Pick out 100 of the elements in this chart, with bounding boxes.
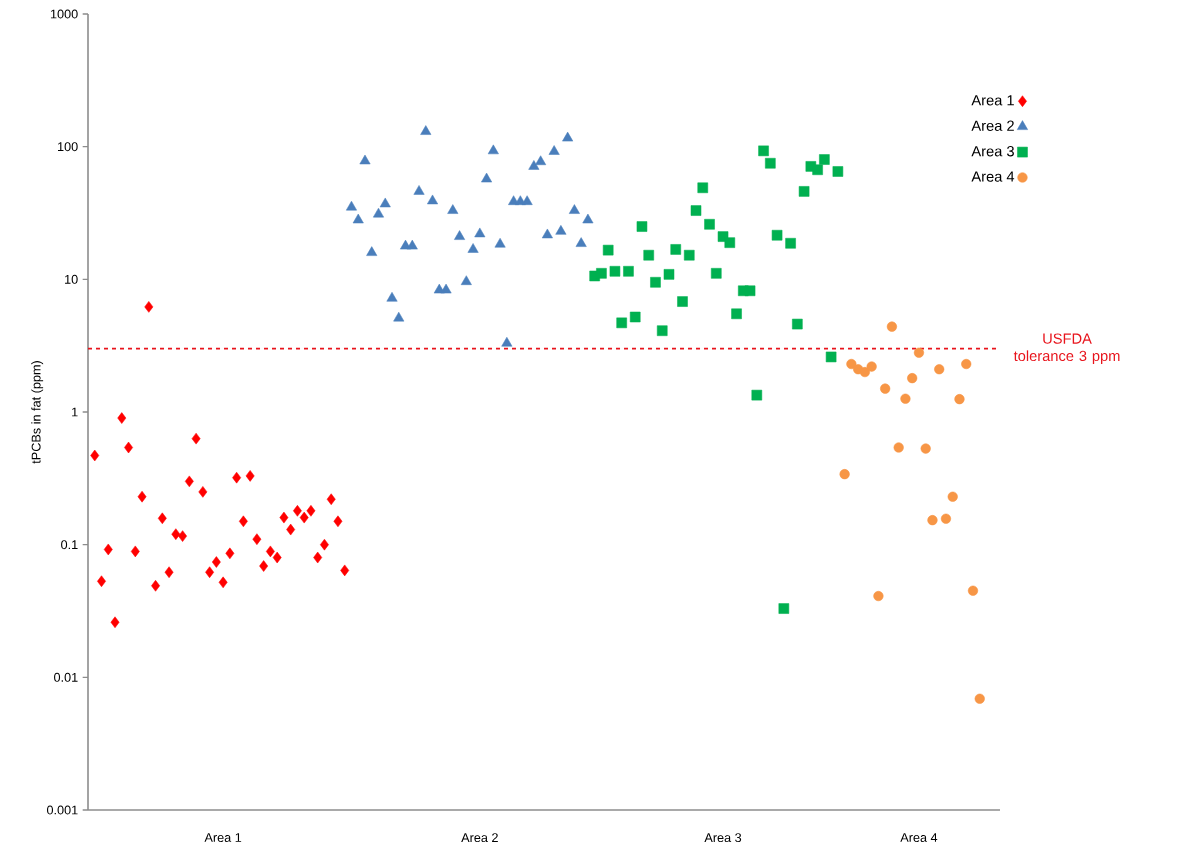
point (528, 160, 540, 170)
point (90, 449, 100, 462)
x-tick-label: Area 2 (461, 833, 498, 843)
point (205, 566, 214, 578)
point (286, 523, 296, 536)
point (582, 213, 594, 224)
point (778, 603, 790, 614)
y-axis-title: tPCBs in fat (ppm) (31, 361, 44, 464)
point (954, 394, 965, 405)
point (886, 321, 897, 332)
point (232, 471, 242, 484)
legend-label: Area 4 (971, 171, 1015, 182)
point (677, 296, 688, 307)
point (198, 486, 208, 498)
point (602, 244, 614, 256)
point (683, 249, 695, 261)
y-tick-label: 0.1 (61, 540, 78, 550)
point (481, 172, 493, 183)
point (562, 131, 574, 142)
y-tick-label: 1 (72, 407, 78, 417)
point (454, 230, 466, 240)
point (346, 200, 357, 211)
point (758, 145, 769, 157)
point (792, 318, 803, 330)
point (379, 197, 391, 208)
point (866, 361, 877, 372)
point (548, 145, 560, 155)
point (697, 182, 709, 194)
point (731, 308, 742, 320)
x-tick-label: Area 1 (204, 833, 242, 842)
point (157, 512, 167, 525)
point (711, 268, 722, 279)
point (704, 219, 715, 230)
point (137, 490, 147, 503)
point (393, 311, 405, 322)
point (947, 491, 958, 502)
point (359, 154, 371, 165)
point (859, 367, 870, 378)
point (279, 511, 289, 524)
legend-label: Area 3 (971, 146, 1014, 157)
point (293, 505, 302, 517)
point (245, 470, 255, 482)
y-tick-label: 100 (58, 142, 78, 152)
point (144, 301, 154, 313)
point (819, 154, 830, 165)
point (406, 239, 418, 250)
legend-label: Area 1 (971, 95, 1014, 106)
ref-line-label: USFDA tolerance 3 ppm (1013, 333, 1120, 364)
point (252, 533, 262, 545)
point (967, 585, 979, 596)
point (447, 204, 459, 214)
point (880, 383, 891, 394)
point (110, 616, 120, 629)
point (178, 530, 187, 542)
point (643, 249, 654, 261)
point (164, 566, 174, 578)
point (690, 205, 702, 216)
point (555, 225, 567, 235)
point (920, 443, 931, 454)
point (340, 564, 350, 577)
point (913, 347, 925, 358)
point (846, 358, 857, 370)
point (467, 243, 479, 253)
point (575, 237, 587, 247)
point (306, 505, 316, 517)
point (832, 166, 844, 177)
point (568, 204, 580, 214)
point (616, 317, 627, 329)
point (494, 237, 506, 248)
point (386, 292, 398, 302)
point (151, 580, 160, 592)
point (934, 364, 945, 375)
y-tick-label: 10 (65, 274, 78, 284)
point (825, 351, 837, 363)
point (940, 513, 952, 524)
point (130, 545, 140, 558)
point (785, 238, 796, 249)
point (420, 125, 432, 135)
point (609, 266, 621, 277)
point (771, 229, 783, 241)
point (650, 277, 661, 288)
point (117, 412, 127, 424)
point (184, 475, 194, 488)
point (211, 556, 221, 568)
point (839, 469, 850, 480)
point (171, 528, 181, 540)
point (751, 389, 763, 401)
point (636, 221, 648, 232)
point (440, 283, 452, 294)
point (272, 551, 282, 564)
legend-label: Area 2 (971, 120, 1014, 131)
point (744, 285, 756, 297)
point (352, 213, 364, 224)
x-tick-label: Area 3 (704, 833, 742, 843)
y-tick-label: 0.01 (54, 672, 78, 682)
point (535, 155, 547, 166)
point (413, 185, 425, 195)
point (812, 164, 823, 176)
point (656, 325, 668, 336)
point (623, 266, 634, 277)
